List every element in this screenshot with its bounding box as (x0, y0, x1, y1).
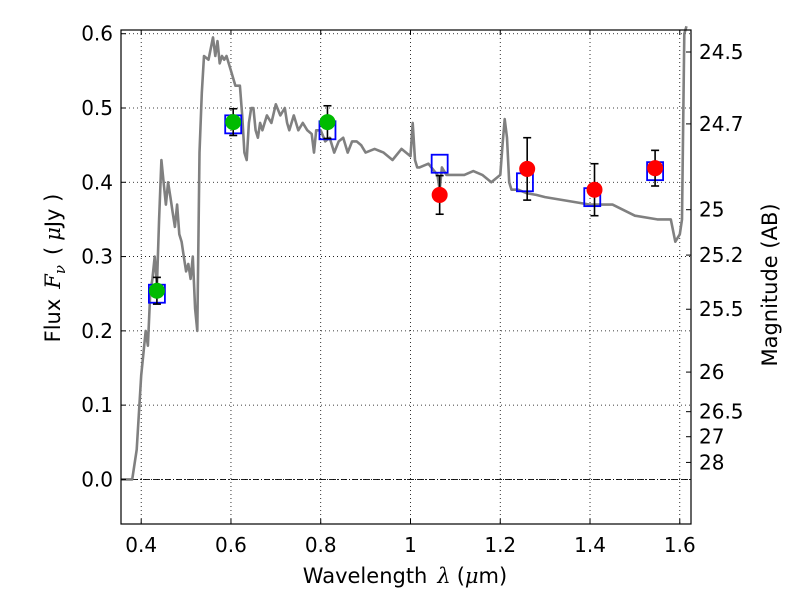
x-tick-label: 0.4 (125, 533, 157, 557)
model-photometry-square (430, 153, 449, 174)
grid (121, 30, 691, 524)
x-tick-label: 1.6 (664, 533, 696, 557)
y2-tick-label: 25 (699, 198, 724, 222)
y2-tick-label: 24.7 (699, 112, 744, 136)
x-tick-label: 0.8 (305, 533, 337, 557)
observed-nir-point (519, 160, 536, 177)
x-tick-label: 1.4 (574, 533, 606, 557)
y-tick-label: 0.6 (81, 22, 113, 46)
y-tick-label: 0.0 (81, 467, 113, 491)
y2-tick-label: 25.2 (699, 243, 744, 267)
y-tick-label: 0.1 (81, 393, 113, 417)
x-tick-label: 0.6 (215, 533, 247, 557)
y2-tick-label: 26.5 (699, 400, 744, 424)
observed-optical-point (319, 114, 336, 131)
observed-optical-point (148, 282, 165, 299)
series-layer (121, 25, 688, 481)
x-axis-label: Wavelength λ (μm) (303, 564, 507, 588)
y-tick-label: 0.4 (81, 170, 113, 194)
observed-nir-point (586, 181, 603, 198)
y-axis-label: FluxFν(μJy ) (41, 194, 69, 343)
observed-nir-point (647, 160, 664, 177)
y2-tick-label: 25.5 (699, 297, 744, 321)
y2-tick-label: 26 (699, 360, 724, 384)
y-tick-label: 0.5 (81, 96, 113, 120)
ticks: 0.4 0.6 0.8 1 1.2 1.4 1.6 0.0 0.1 0.2 0.3 0.4 0.5 0.6… (81, 22, 743, 557)
y-tick-label: 0.2 (81, 319, 113, 343)
y-tick-label: 0.3 (81, 245, 113, 269)
observed-optical-point (225, 114, 242, 131)
y2-tick-label: 27 (699, 425, 724, 449)
plot-frame (120, 29, 692, 525)
x-tick-label: 1.2 (484, 533, 516, 557)
x-tick-label: 1 (404, 533, 417, 557)
observed-nir-point (431, 186, 448, 203)
sed-model-line (121, 25, 688, 481)
y2-axis-label: Magnitude (AB) (758, 203, 782, 366)
y2-tick-label: 28 (699, 450, 724, 474)
y2-tick-label: 24.5 (699, 40, 744, 64)
